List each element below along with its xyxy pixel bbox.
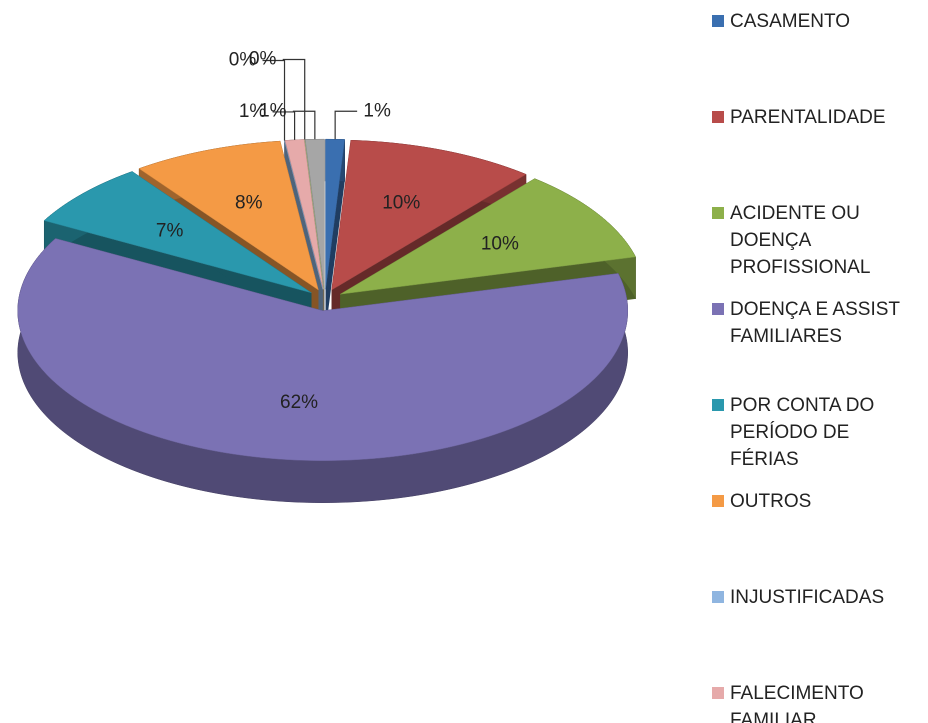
data-label: 8% (235, 193, 263, 214)
legend-label: ACIDENTE OU DOENÇA PROFISSIONAL (730, 203, 871, 278)
pie-area: 1% 10% 10% 62% 7% 8% 0% 1% 0% 1% (17, 49, 637, 503)
legend-swatch (712, 591, 724, 603)
data-label: 10% (481, 233, 519, 254)
leader-line (334, 110, 358, 140)
legend-item: DOENÇA E ASSIST FAMILIARES (712, 296, 902, 350)
legend-item: CASAMENTO (712, 8, 902, 35)
legend-item: PARENTALIDADE (712, 104, 902, 131)
legend-label: POR CONTA DO PERÍODO DE FÉRIAS (730, 395, 875, 470)
data-label: 1% (239, 101, 267, 122)
data-label: 10% (382, 193, 420, 214)
leader-line (262, 59, 286, 141)
legend-item: POR CONTA DO PERÍODO DE FÉRIAS (712, 392, 902, 473)
legend-item: FALECIMENTO FAMILIAR (712, 680, 902, 723)
legend-item: OUTROS (712, 488, 902, 515)
legend-swatch (712, 399, 724, 411)
data-label: 62% (280, 392, 318, 413)
legend-item: ACIDENTE OU DOENÇA PROFISSIONAL (712, 200, 902, 281)
slice (284, 139, 324, 290)
slice (43, 171, 312, 294)
legend-swatch (712, 15, 724, 27)
legend-label: DOENÇA E ASSIST FAMILIARES (730, 299, 900, 347)
slice (340, 178, 637, 295)
legend-label: CASAMENTO (730, 11, 851, 32)
slice-wall (325, 139, 345, 332)
data-label: 0% (249, 49, 277, 70)
legend-label: PARENTALIDADE (730, 107, 886, 128)
slice (325, 138, 345, 290)
legend-label: OUTROS (730, 491, 812, 512)
slice (331, 139, 527, 291)
legend-swatch (712, 207, 724, 219)
slice (17, 238, 628, 461)
leader-line (272, 111, 296, 140)
legend-swatch (712, 111, 724, 123)
leader-line (282, 58, 306, 140)
legend-item: INJUSTIFICADAS (712, 584, 902, 611)
legend-swatch (712, 495, 724, 507)
legend-label: FALECIMENTO FAMILIAR (730, 683, 864, 723)
data-label: 7% (156, 220, 184, 241)
slice (305, 138, 325, 290)
data-label: 1% (259, 100, 287, 121)
slice (138, 140, 319, 291)
leader-line (292, 110, 316, 140)
legend-label: INJUSTIFICADAS (730, 587, 885, 608)
legend-swatch (712, 687, 724, 699)
legend-swatch (712, 303, 724, 315)
data-label: 0% (229, 49, 257, 70)
data-label: 1% (363, 100, 391, 121)
